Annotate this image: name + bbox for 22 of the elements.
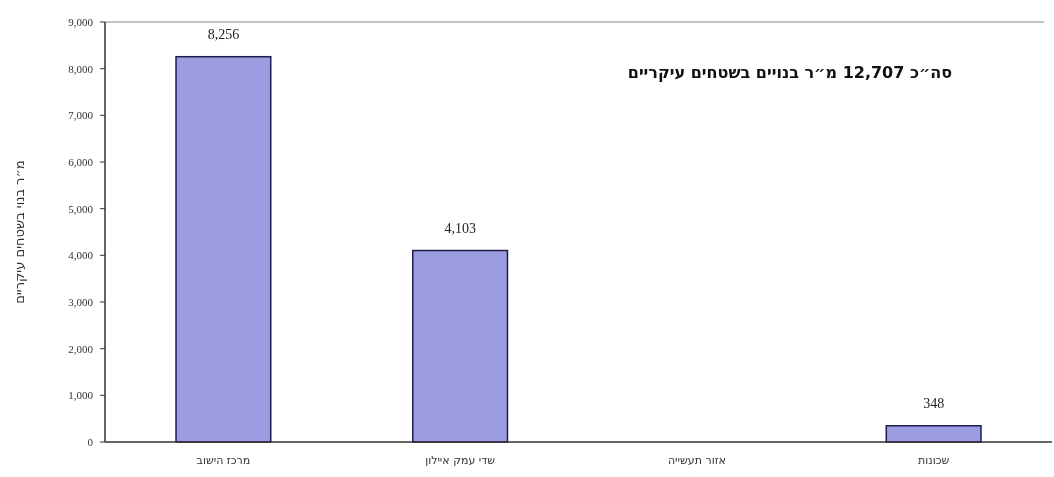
- x-tick-label: שדי עמק איילון: [425, 454, 496, 467]
- y-axis-title: מ״ר בנוי בשטחים עיקריים: [12, 160, 27, 304]
- y-tick-label: 2,000: [68, 342, 94, 355]
- x-tick-label: מרכז הישוב: [196, 454, 251, 467]
- data-label: 4,103: [444, 220, 476, 236]
- y-tick-label: 6,000: [68, 155, 94, 168]
- y-tick-label: 3,000: [68, 295, 94, 308]
- x-tick-label: אזור תעשייה: [667, 454, 726, 467]
- y-tick-label: 4,000: [68, 249, 94, 262]
- y-tick-label: 0: [87, 435, 94, 448]
- x-tick-label: שכונות: [918, 454, 950, 467]
- annotation: סה״כ 12,707 מ״ר בנויים בשטחים עיקריים: [627, 63, 953, 82]
- data-label: 348: [923, 395, 945, 411]
- y-tick-label: 8,000: [68, 62, 94, 75]
- bar: [175, 55, 272, 443]
- data-label: 8,256: [207, 26, 240, 42]
- y-tick-label: 9,000: [68, 15, 94, 28]
- bar: [885, 425, 982, 443]
- bar: [412, 249, 509, 443]
- y-tick-label: 7,000: [68, 109, 94, 122]
- y-tick-label: 1,000: [68, 389, 94, 402]
- y-tick-label: 5,000: [68, 202, 94, 215]
